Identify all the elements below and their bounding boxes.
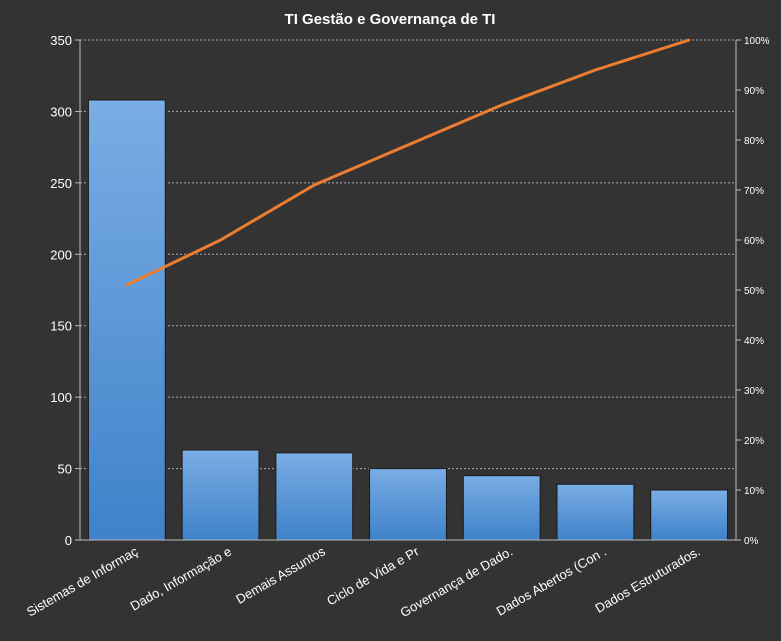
left-tick-label-3: 150 — [50, 319, 72, 334]
bar-4 — [462, 475, 541, 541]
gridlines — [80, 39, 736, 470]
cumulative-point-1 — [219, 238, 222, 242]
category-label-0: Sistemas de Informaç — [24, 543, 141, 619]
right-axis-ticks: 0% 10% 20% 30% 40% 50% 60% 70% 80% 90% 100% — [736, 36, 770, 547]
cumulative-line — [125, 38, 691, 287]
left-tick-label-1: 50 — [58, 462, 72, 477]
bar-6 — [650, 489, 729, 541]
cumulative-line-path — [126, 38, 690, 287]
left-tick-label-2: 100 — [50, 390, 72, 405]
right-tick-label-6: 60% — [744, 236, 764, 247]
left-axis-ticks: 0 50 100 150 200 250 300 350 — [50, 33, 80, 548]
bar-0 — [87, 99, 166, 541]
right-tick-label-1: 10% — [744, 486, 764, 497]
axes — [79, 40, 737, 541]
right-tick-label-3: 30% — [744, 386, 764, 397]
left-tick-label-6: 300 — [50, 104, 72, 119]
bars — [87, 99, 729, 541]
cumulative-point-3 — [406, 143, 410, 147]
cumulative-point-6 — [687, 38, 691, 42]
right-tick-label-0: 0% — [744, 536, 759, 547]
category-label-6: Dados Estruturados. — [593, 544, 703, 616]
cumulative-point-5 — [594, 68, 597, 72]
right-tick-label-7: 70% — [744, 186, 764, 197]
bar-2 — [275, 452, 354, 541]
right-tick-label-2: 20% — [744, 436, 764, 447]
bar-3 — [369, 468, 447, 541]
bar-5 — [556, 483, 635, 541]
right-tick-label-8: 80% — [744, 136, 764, 147]
cumulative-point-2 — [313, 183, 316, 187]
chart-title: TI Gestão e Governança de TI — [285, 11, 496, 28]
cumulative-point-4 — [500, 103, 503, 107]
left-tick-label-4: 200 — [50, 247, 72, 262]
left-tick-label-5: 250 — [50, 176, 72, 191]
cumulative-point-0 — [125, 283, 129, 287]
right-tick-label-10: 100% — [744, 36, 770, 47]
category-label-2: Demais Assuntos — [233, 543, 328, 606]
bar-1 — [181, 449, 260, 541]
right-tick-label-9: 90% — [744, 86, 764, 97]
left-tick-label-0: 0 — [65, 533, 72, 548]
category-label-3: Ciclo de Vida e Pr — [324, 543, 422, 608]
left-tick-label-7: 350 — [50, 33, 72, 48]
right-tick-label-4: 40% — [744, 336, 764, 347]
right-tick-label-5: 50% — [744, 286, 764, 297]
category-label-1: Dado, Informação e — [128, 544, 234, 614]
